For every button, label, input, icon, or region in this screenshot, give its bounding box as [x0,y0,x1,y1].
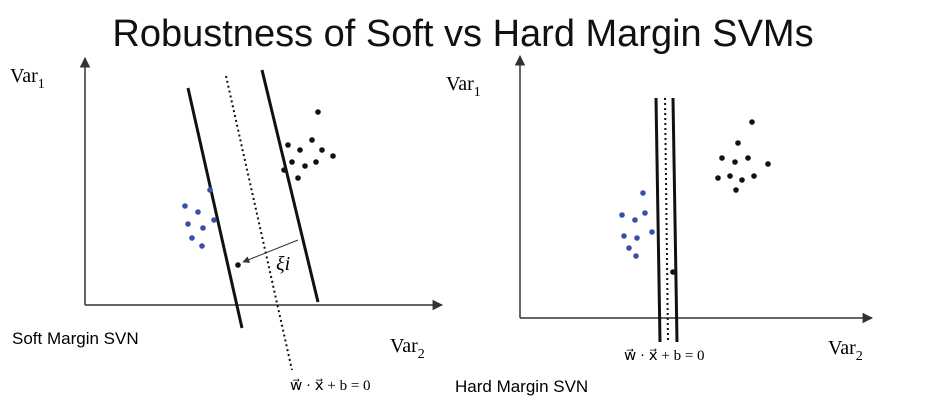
slack-label: ξi [276,253,290,275]
point [632,217,638,223]
subscript: 2 [418,347,425,362]
caption: Soft Margin SVN [12,329,139,348]
y-axis-label: Var1 [10,65,45,92]
point [200,225,206,231]
subscript: 1 [38,77,45,92]
point [211,217,217,223]
point [315,109,321,115]
point [735,140,741,146]
decision-boundary [664,97,669,343]
margin-line [671,97,679,343]
point [642,210,648,216]
point [626,245,632,251]
point [319,147,325,153]
point [765,161,771,167]
x-axis-label: Var2 [390,335,425,362]
point [189,235,195,241]
title: Robustness of Soft vs Hard Margin SVMs [112,13,813,55]
class-b-points [235,109,336,268]
point [619,212,625,218]
point [199,243,205,249]
class-a-points [182,187,217,249]
equation: w⃗ · x⃗ + b = 0 [290,378,371,394]
point [309,137,315,143]
equation: w⃗ · x⃗ + b = 0 [624,348,705,364]
label: Var [390,335,418,357]
point [670,269,676,275]
point [302,163,308,169]
point [207,187,213,193]
point [745,155,751,161]
point [732,159,738,165]
subscript: 1 [474,85,481,100]
point [621,233,627,239]
margin-line [186,87,244,329]
point [330,153,336,159]
point [297,147,303,153]
point [634,235,640,241]
label: Var [446,73,474,95]
label: Var [10,65,38,87]
point [640,190,646,196]
caption: Hard Margin SVN [455,377,588,396]
point [182,203,188,209]
x-axis-label: Var2 [828,337,863,364]
outlier [235,262,241,268]
point [313,159,319,165]
soft-panel: ξi Var1 Var2 Soft Margin SVN w⃗ · x⃗ + b… [10,56,444,394]
slack-arrow [242,239,299,263]
point [295,175,301,181]
margin-line [654,97,662,343]
point [751,173,757,179]
point [739,177,745,183]
point [195,209,201,215]
point [649,229,655,235]
decision-boundary [225,75,293,371]
margin-line [260,69,320,303]
class-a-points [619,190,655,259]
point [749,119,755,125]
subscript: 2 [856,349,863,364]
point [289,159,295,165]
point [285,142,291,148]
point [633,253,639,259]
point [715,175,721,181]
hard-panel: Var1 Var2 w⃗ · x⃗ + b = 0 Hard Margin SV… [446,54,874,396]
label: Var [828,337,856,359]
point [719,155,725,161]
point [281,167,287,173]
y-axis-label: Var1 [446,73,481,100]
point [185,221,191,227]
point [727,173,733,179]
point [733,187,739,193]
class-b-points [670,119,771,275]
